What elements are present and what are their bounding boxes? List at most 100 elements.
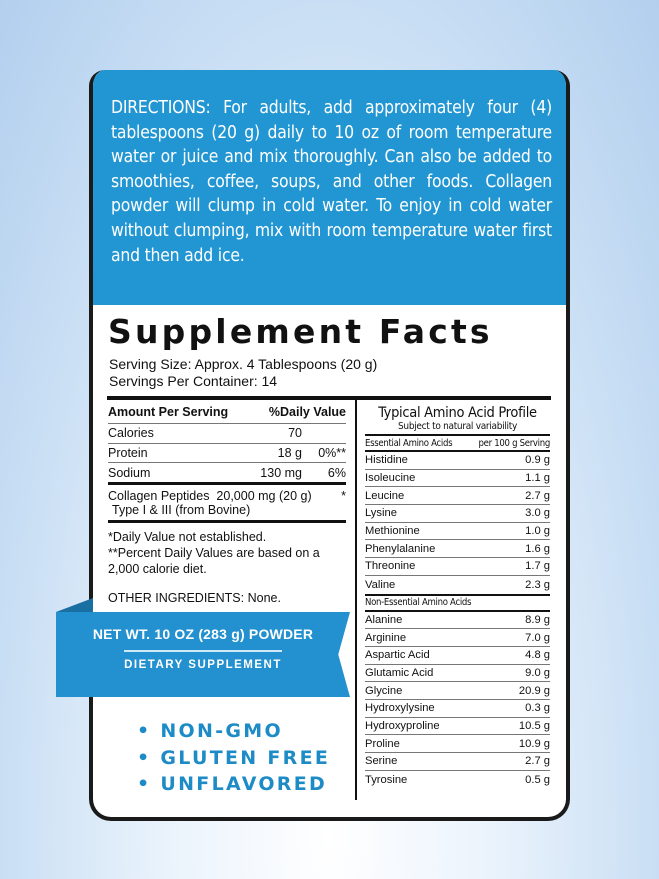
amino-row: Serine 2.7 g xyxy=(365,753,550,771)
column-divider xyxy=(355,400,357,800)
footnote-1: *Daily Value not established. xyxy=(108,530,267,544)
nutrient-name: Sodium xyxy=(108,465,151,480)
nutrient-dv: 6% xyxy=(327,465,346,480)
amino-value: 0.5 g xyxy=(525,773,550,786)
product-type: DIETARY SUPPLEMENT xyxy=(124,658,282,671)
essential-label: Essential Amino Acids xyxy=(365,437,453,449)
amino-value: 10.9 g xyxy=(518,737,550,750)
amino-row: Aspartic Acid 4.8 g xyxy=(365,647,550,665)
amino-name: Threonine xyxy=(365,560,416,573)
collagen-amount: 20,000 mg (20 g) xyxy=(216,489,312,503)
directions-text: DIRECTIONS: For adults, add approximatel… xyxy=(93,70,566,305)
amino-value: 2.3 g xyxy=(525,578,550,591)
amino-value: 1.7 g xyxy=(525,560,550,573)
amino-name: Glycine xyxy=(365,684,403,697)
collagen-type: Type I & III (from Bovine) xyxy=(112,503,251,517)
claim-unflavored: • UNFLAVORED xyxy=(137,773,328,795)
amino-name: Arginine xyxy=(365,631,407,644)
amino-name: Leucine xyxy=(365,489,405,502)
other-ingredients: OTHER INGREDIENTS: None. xyxy=(108,591,281,605)
nutrient-name: Calories xyxy=(108,426,154,441)
amino-row: Glutamic Acid 9.0 g xyxy=(365,665,550,683)
ribbon-divider xyxy=(124,650,282,652)
amino-acid-table: Typical Amino Acid Profile Subject to na… xyxy=(365,400,550,788)
claims-list: • NON-GMO • GLUTEN FREE • UNFLAVORED xyxy=(137,718,330,798)
amino-name: Valine xyxy=(365,578,396,591)
amino-row: Leucine 2.7 g xyxy=(365,487,550,506)
nutrient-row: Sodium 130 mg 6% xyxy=(108,463,346,485)
amino-value: 4.8 g xyxy=(525,649,550,662)
amino-row: Hydroxylysine 0.3 g xyxy=(365,700,550,718)
amino-name: Methionine xyxy=(365,525,420,538)
amino-row: Tyrosine 0.5 g xyxy=(365,771,550,789)
table-header: Amount Per Serving %Daily Value xyxy=(108,400,346,424)
nutrient-row: Protein 18 g 0%** xyxy=(108,444,346,463)
amino-row: Phenylalanine 1.6 g xyxy=(365,540,550,559)
amino-row: Valine 2.3 g xyxy=(365,576,550,594)
nutrient-amount: 70 xyxy=(288,426,302,441)
amino-value: 2.7 g xyxy=(525,489,550,502)
amino-value: 10.5 g xyxy=(518,719,550,732)
amino-value: 0.9 g xyxy=(525,454,550,467)
claim-non-gmo: • NON-GMO xyxy=(137,720,283,742)
amino-name: Isoleucine xyxy=(365,472,416,485)
amino-value: 3.0 g xyxy=(525,507,550,520)
claim-gluten-free: • GLUTEN FREE xyxy=(137,746,331,769)
essential-header: Essential Amino Acids per 100 g Serving xyxy=(365,434,550,452)
amino-value: 1.1 g xyxy=(525,472,550,485)
amino-title: Typical Amino Acid Profile xyxy=(378,405,537,421)
footnotes: *Daily Value not established. **Percent D… xyxy=(108,529,346,577)
nutrient-amount: 130 mg xyxy=(260,465,302,480)
nutrition-table: Amount Per Serving %Daily Value Calories 7… xyxy=(108,400,346,605)
amino-row: Lysine 3.0 g xyxy=(365,505,550,523)
amino-row: Arginine 7.0 g xyxy=(365,629,550,647)
nonessential-header: Non-Essential Amino Acids xyxy=(365,593,550,612)
amino-row: Histidine 0.9 g xyxy=(365,452,550,470)
amino-row: Methionine 1.0 g xyxy=(365,523,550,541)
nutrient-row: Calories 70 xyxy=(108,424,346,444)
ribbon-fold xyxy=(56,598,93,612)
amount-header: Amount Per Serving xyxy=(108,404,229,419)
amino-row: Isoleucine 1.1 g xyxy=(365,470,550,488)
amino-subtitle: Subject to natural variability xyxy=(398,421,517,432)
amino-value: 7.0 g xyxy=(525,631,550,644)
amino-row: Threonine 1.7 g xyxy=(365,558,550,576)
amino-name: Alanine xyxy=(365,613,403,626)
net-weight: NET WT. 10 OZ (283 g) POWDER xyxy=(92,626,314,642)
amino-row: Proline 10.9 g xyxy=(365,735,550,753)
nonessential-label: Non-Essential Amino Acids xyxy=(365,597,472,608)
amino-row: Alanine 8.9 g xyxy=(365,612,550,630)
amino-value: 1.0 g xyxy=(525,525,550,538)
amino-value: 20.9 g xyxy=(518,684,550,697)
dv-header: %Daily Value xyxy=(268,404,346,419)
amino-name: Tyrosine xyxy=(365,773,408,786)
divider xyxy=(107,396,551,400)
servings-per-container: Servings Per Container: 14 xyxy=(109,373,278,389)
nutrient-dv: 0%** xyxy=(318,445,346,460)
footnote-2: **Percent Daily Values are based on a 2,… xyxy=(108,546,320,576)
collagen-dv: * xyxy=(341,489,346,503)
collagen-name: Collagen Peptides xyxy=(108,489,210,503)
nutrient-name: Protein xyxy=(108,445,148,460)
amino-name: Aspartic Acid xyxy=(365,649,430,662)
supplement-facts-title: Supplement Facts xyxy=(108,312,493,351)
amino-name: Hydroxyproline xyxy=(365,719,440,732)
amino-name: Proline xyxy=(365,737,400,750)
amino-value: 9.0 g xyxy=(525,666,550,679)
serving-info: Serving Size: Approx. 4 Tablespoons (20 … xyxy=(109,356,377,390)
per-serving-label: per 100 g Serving xyxy=(478,437,551,449)
collagen-row: Collagen Peptides 20,000 mg (20 g) * Type… xyxy=(108,485,346,523)
net-weight-ribbon: NET WT. 10 OZ (283 g) POWDER DIETARY SUP… xyxy=(56,612,350,697)
amino-name: Hydroxylysine xyxy=(365,702,435,715)
amino-row: Glycine 20.9 g xyxy=(365,682,550,700)
amino-value: 2.7 g xyxy=(525,755,550,768)
amino-value: 1.6 g xyxy=(525,542,550,555)
serving-size: Serving Size: Approx. 4 Tablespoons (20 … xyxy=(109,356,378,372)
amino-name: Phenylalanine xyxy=(365,542,436,555)
amino-name: Glutamic Acid xyxy=(365,666,434,679)
amino-name: Histidine xyxy=(365,454,408,467)
amino-value: 8.9 g xyxy=(525,613,550,626)
nutrient-amount: 18 g xyxy=(277,445,302,460)
amino-name: Lysine xyxy=(365,507,397,520)
amino-name: Serine xyxy=(365,755,398,768)
